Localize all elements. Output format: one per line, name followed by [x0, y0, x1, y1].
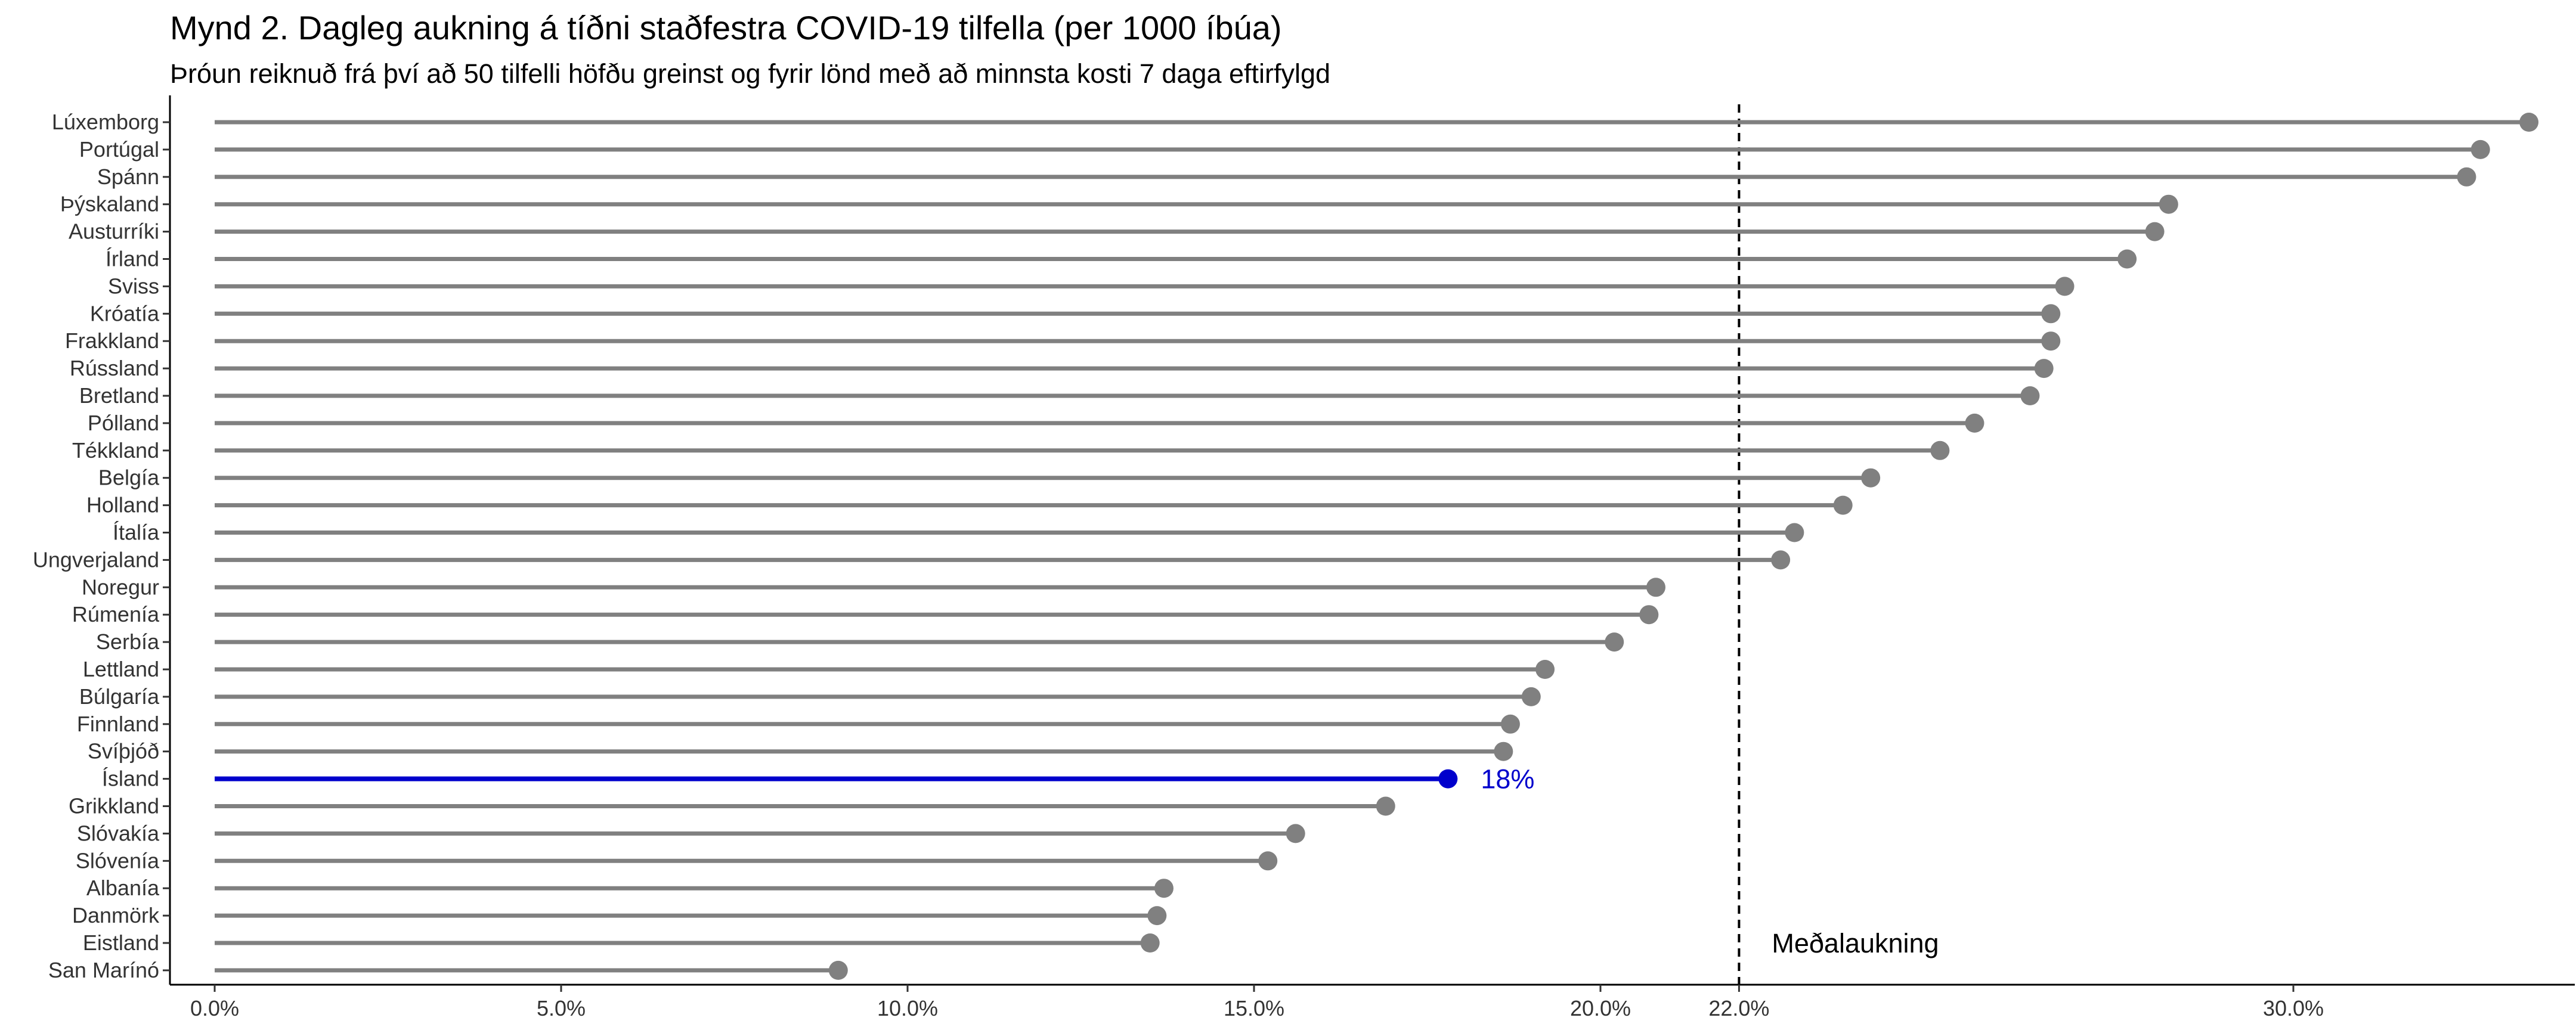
category-label: Króatía [90, 301, 160, 325]
category-label: Lúxemborg [52, 110, 159, 134]
reference-line-label: Meðalaukning [1772, 928, 1939, 958]
x-tick-label: 30.0% [2263, 996, 2324, 1020]
x-tick-label: 10.0% [877, 996, 938, 1020]
category-label: Þýskaland [60, 192, 159, 216]
category-label: Grikkland [69, 794, 159, 818]
lollipop-dot [1833, 495, 1853, 515]
category-label: Spánn [97, 165, 159, 189]
category-label: Tékkland [72, 438, 159, 463]
category-label: Noregur [82, 575, 159, 599]
category-label: Búlgaría [79, 684, 160, 709]
lollipop-dot [1965, 413, 1984, 433]
lollipop-dot [1258, 851, 1278, 871]
lollipop-dot [1605, 632, 1624, 652]
category-label: Ungverjaland [33, 547, 159, 572]
lollipop-dot [2117, 249, 2137, 269]
category-label: Serbía [96, 629, 160, 654]
lollipop-dot [1500, 714, 1520, 734]
lollipop-dot [1154, 879, 1174, 898]
category-label: Albanía [86, 876, 160, 900]
lollipop-dot [1535, 660, 1555, 679]
lollipop-dot [1521, 687, 1541, 706]
category-label: Bretland [79, 383, 159, 408]
category-label: Danmörk [72, 903, 160, 927]
x-tick-label: 20.0% [1570, 996, 1631, 1020]
category-label: Svíþjóð [88, 739, 159, 764]
x-tick-label: 5.0% [537, 996, 586, 1020]
category-label: Ísland [102, 767, 159, 791]
lollipop-dot [1639, 605, 1659, 625]
category-label: Belgía [98, 466, 160, 490]
chart-title: Mynd 2. Dagleg aukning á tíðni staðfestr… [170, 9, 1282, 46]
x-tick-label: 22.0% [1708, 996, 1769, 1020]
x-tick-label: 15.0% [1224, 996, 1284, 1020]
lollipop-dot [2055, 277, 2075, 296]
category-label: Rússland [70, 356, 159, 380]
lollipop-dot [2457, 167, 2476, 187]
x-tick-label: 0.0% [190, 996, 239, 1020]
highlight-value-label: 18% [1481, 764, 1534, 795]
lollipop-dot [828, 960, 848, 980]
lollipop-dot [2041, 304, 2061, 324]
category-label: San Marínó [48, 958, 159, 982]
lollipop-dot [1286, 824, 1305, 843]
lollipop-dot [1494, 742, 1513, 761]
lollipop-dot [2519, 113, 2539, 132]
category-label: Finnland [77, 712, 159, 736]
category-label: Frakkland [65, 328, 159, 353]
category-label: Ítalía [113, 520, 160, 545]
lollipop-dot [1861, 468, 1881, 488]
category-label: Portúgal [79, 137, 159, 162]
category-label: Írland [106, 247, 159, 271]
category-label: Holland [86, 493, 159, 517]
lollipop-dot [2145, 222, 2165, 241]
lollipop-dot [2041, 331, 2061, 351]
lollipop-dot [1785, 523, 1804, 542]
lollipop-dot [1771, 550, 1791, 570]
lollipop-dot [2470, 139, 2490, 159]
category-label: Slóvakía [77, 821, 160, 845]
lollipop-dot [1140, 933, 1160, 953]
lollipop-dot [1376, 796, 1395, 816]
lollipop-dot [2159, 194, 2178, 214]
lollipop-dot [2020, 386, 2040, 405]
category-label: Sviss [108, 274, 159, 298]
lollipop-dot [2034, 359, 2054, 379]
category-label: Lettland [83, 657, 159, 681]
lollipop-dot [1646, 578, 1665, 597]
lollipop-dot [1147, 906, 1167, 926]
category-label: Pólland [88, 411, 159, 435]
category-label: Rúmenía [72, 602, 160, 626]
lollipop-dot [1930, 440, 1950, 460]
chart-subtitle: Þróun reiknuð frá því að 50 tilfelli höf… [170, 58, 1331, 89]
category-label: Austurríki [69, 219, 159, 244]
category-label: Slóvenía [76, 848, 160, 873]
highlight-dot [1438, 769, 1458, 789]
category-label: Eistland [83, 930, 159, 955]
